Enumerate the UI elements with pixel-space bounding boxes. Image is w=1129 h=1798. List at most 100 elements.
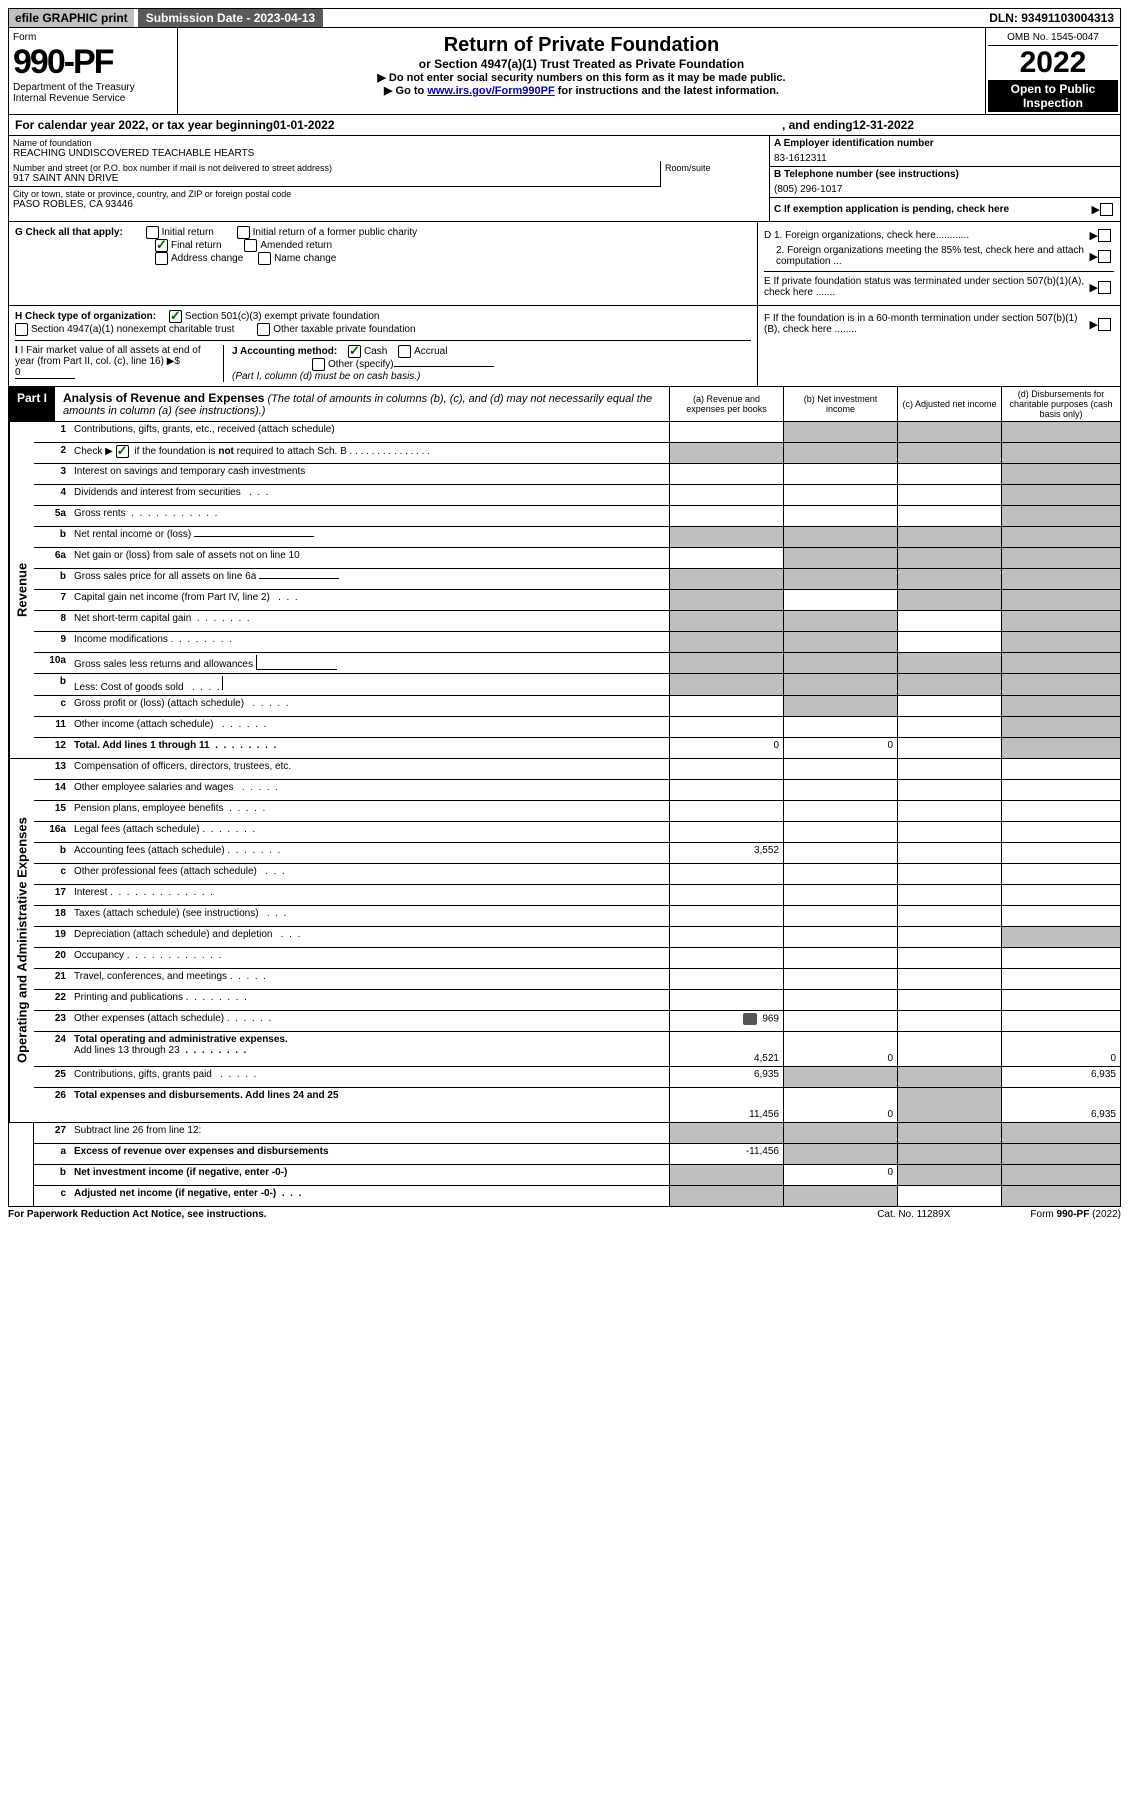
- cell-b: [783, 1067, 897, 1087]
- amended-return-checkbox[interactable]: [244, 239, 257, 252]
- cell-a: [669, 990, 783, 1010]
- cell-a: [669, 1123, 783, 1143]
- schb-checkbox[interactable]: [116, 445, 129, 458]
- cell-d: [1001, 906, 1120, 926]
- cell-a: [669, 1165, 783, 1185]
- col-c-header: (c) Adjusted net income: [897, 387, 1001, 421]
- cell-c: [897, 717, 1001, 737]
- f-checkbox[interactable]: [1098, 318, 1111, 331]
- cell-b: [783, 590, 897, 610]
- line-num: 18: [34, 906, 70, 926]
- line-num: 1: [34, 422, 70, 442]
- cell-c: [897, 906, 1001, 926]
- line-desc: Less: Cost of goods sold . . . .: [70, 674, 669, 695]
- attachment-icon[interactable]: [743, 1013, 757, 1025]
- goto-pre: ▶ Go to: [384, 85, 427, 97]
- final-return-checkbox[interactable]: [155, 239, 168, 252]
- dept-treasury: Department of the Treasury: [13, 82, 173, 93]
- line-desc: Capital gain net income (from Part IV, l…: [70, 590, 669, 610]
- cell-a: -11,456: [669, 1144, 783, 1164]
- cell-b: [783, 548, 897, 568]
- irs-form-link[interactable]: www.irs.gov/Form990PF: [427, 85, 554, 97]
- d2-checkbox[interactable]: [1098, 250, 1111, 263]
- cell-d: 0: [1001, 1032, 1120, 1066]
- cell-c: [897, 885, 1001, 905]
- cell-c: [897, 969, 1001, 989]
- line-desc: Net short-term capital gain . . . . . . …: [70, 611, 669, 631]
- d1-checkbox[interactable]: [1098, 229, 1111, 242]
- cell-c: [897, 864, 1001, 884]
- cell-b: [783, 927, 897, 947]
- initial-return-label: Initial return: [162, 227, 214, 238]
- cell-c: [897, 590, 1001, 610]
- cell-c: [897, 506, 1001, 526]
- j-other-checkbox[interactable]: [312, 358, 325, 371]
- line-desc: Depreciation (attach schedule) and deple…: [70, 927, 669, 947]
- j-accrual-checkbox[interactable]: [398, 345, 411, 358]
- line-desc: Other professional fees (attach schedule…: [70, 864, 669, 884]
- part1-header: Part I Analysis of Revenue and Expenses …: [8, 387, 1121, 422]
- h-other-checkbox[interactable]: [257, 323, 270, 336]
- cell-d: [1001, 611, 1120, 631]
- amended-return-label: Amended return: [260, 240, 332, 251]
- cell-a: [669, 885, 783, 905]
- line-num: 20: [34, 948, 70, 968]
- cell-c: [897, 927, 1001, 947]
- e-checkbox[interactable]: [1098, 281, 1111, 294]
- line-desc: Legal fees (attach schedule) . . . . . .…: [70, 822, 669, 842]
- col-d-header: (d) Disbursements for charitable purpose…: [1001, 387, 1120, 421]
- cell-d: [1001, 927, 1120, 947]
- efile-print-label[interactable]: efile GRAPHIC print: [9, 9, 134, 27]
- line-num: 26: [34, 1088, 70, 1122]
- j-other-input[interactable]: [394, 366, 494, 367]
- cell-b: [783, 696, 897, 716]
- cell-d: 6,935: [1001, 1088, 1120, 1122]
- line-num: 14: [34, 780, 70, 800]
- ein-label: A Employer identification number: [774, 138, 1116, 149]
- cell-d: [1001, 1144, 1120, 1164]
- line27-table: 27Subtract line 26 from line 12: aExcess…: [8, 1123, 1121, 1207]
- line-num: 2: [34, 443, 70, 463]
- cell-d: [1001, 653, 1120, 673]
- c-exemption-label: C If exemption application is pending, c…: [774, 204, 1092, 215]
- cell-a: [669, 506, 783, 526]
- i-arrow: ▶$: [167, 356, 180, 367]
- cell-a: [669, 864, 783, 884]
- j-other-label: Other (specify): [328, 359, 394, 370]
- efile-top-bar: efile GRAPHIC print Submission Date - 20…: [8, 8, 1121, 28]
- cell-c: [897, 1186, 1001, 1206]
- cell-d: [1001, 738, 1120, 758]
- r2-pre: Check ▶: [74, 446, 113, 457]
- cell-b: [783, 422, 897, 442]
- cell-c: [897, 485, 1001, 505]
- cell-a: 6,935: [669, 1067, 783, 1087]
- c-checkbox[interactable]: [1100, 203, 1113, 216]
- cell-d: [1001, 1186, 1120, 1206]
- j-cash-label: Cash: [364, 346, 387, 357]
- cell-d: [1001, 548, 1120, 568]
- public-inspection-badge: Open to Public Inspection: [988, 80, 1118, 112]
- cell-b: [783, 759, 897, 779]
- initial-former-checkbox[interactable]: [237, 226, 250, 239]
- form-number: 990-PF: [13, 43, 173, 82]
- r23-a-val: 969: [762, 1014, 779, 1025]
- h-4947-checkbox[interactable]: [15, 323, 28, 336]
- cell-a: [669, 801, 783, 821]
- cell-c: [897, 948, 1001, 968]
- calyear-begin: 01-01-2022: [273, 118, 334, 132]
- line-desc: Other employee salaries and wages . . . …: [70, 780, 669, 800]
- j-cash-checkbox[interactable]: [348, 345, 361, 358]
- cell-a: [669, 822, 783, 842]
- name-change-checkbox[interactable]: [258, 252, 271, 265]
- arrow-icon: ▶: [1090, 318, 1098, 331]
- cell-c: [897, 1032, 1001, 1066]
- footer-form: Form 990-PF (2022): [1030, 1209, 1121, 1220]
- cell-d: [1001, 569, 1120, 589]
- addr-change-checkbox[interactable]: [155, 252, 168, 265]
- h-501c3-checkbox[interactable]: [169, 310, 182, 323]
- cell-b: [783, 653, 897, 673]
- line-desc: Check ▶ if the foundation is not require…: [70, 443, 669, 463]
- cell-c: [897, 822, 1001, 842]
- cell-a: [669, 906, 783, 926]
- section-g-d-e: G Check all that apply: Initial return I…: [8, 222, 1121, 306]
